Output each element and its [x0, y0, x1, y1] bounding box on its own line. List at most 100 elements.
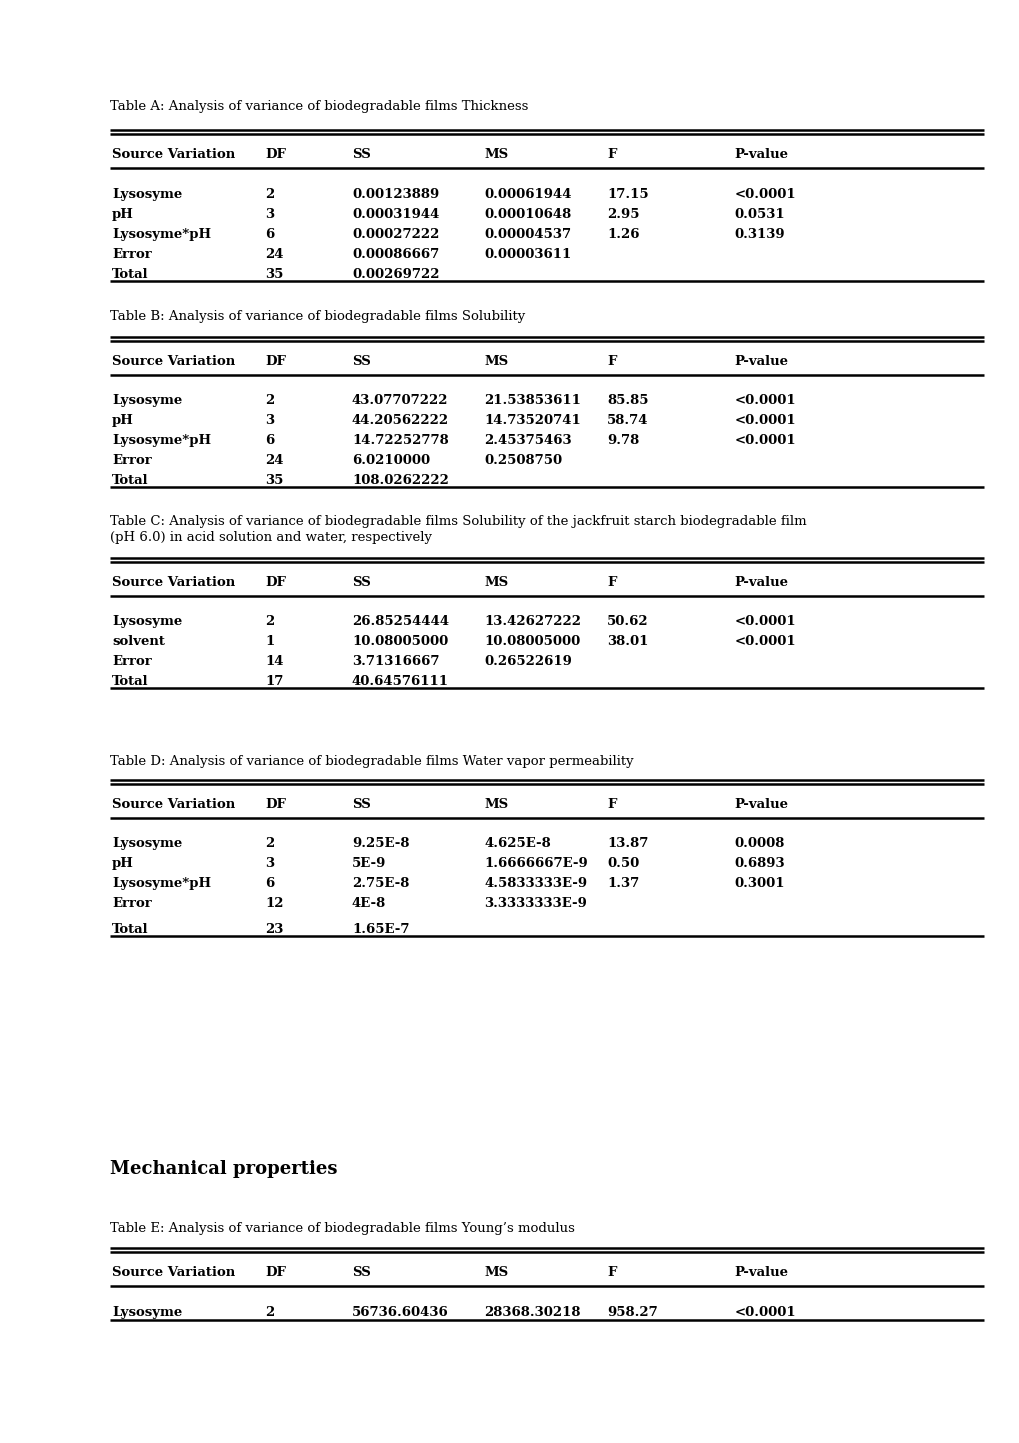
Text: <0.0001: <0.0001 [734, 1306, 795, 1319]
Text: 0.00269722: 0.00269722 [352, 268, 439, 281]
Text: Total: Total [112, 675, 149, 688]
Text: pH: pH [112, 414, 133, 427]
Text: 0.00123889: 0.00123889 [352, 188, 439, 201]
Text: 0.0008: 0.0008 [734, 837, 784, 850]
Text: <0.0001: <0.0001 [734, 635, 795, 648]
Text: Table D: Analysis of variance of biodegradable films Water vapor permeability: Table D: Analysis of variance of biodegr… [110, 755, 633, 768]
Text: 21.53853611: 21.53853611 [484, 394, 581, 407]
Text: <0.0001: <0.0001 [734, 615, 795, 628]
Text: 2: 2 [265, 837, 274, 850]
Text: 14: 14 [265, 655, 283, 668]
Text: <0.0001: <0.0001 [734, 414, 795, 427]
Text: 1: 1 [265, 635, 274, 648]
Text: 4.625E-8: 4.625E-8 [484, 837, 550, 850]
Text: 43.07707222: 43.07707222 [352, 394, 448, 407]
Text: SS: SS [352, 1266, 370, 1278]
Text: 2: 2 [265, 188, 274, 201]
Text: 3.71316667: 3.71316667 [352, 655, 439, 668]
Text: 0.00031944: 0.00031944 [352, 208, 439, 221]
Text: P-value: P-value [734, 1266, 788, 1278]
Text: P-value: P-value [734, 149, 788, 162]
Text: 40.64576111: 40.64576111 [352, 675, 448, 688]
Text: 24: 24 [265, 455, 283, 468]
Text: 0.00086667: 0.00086667 [352, 248, 439, 261]
Text: Error: Error [112, 655, 152, 668]
Text: 50.62: 50.62 [606, 615, 648, 628]
Text: Source Variation: Source Variation [112, 798, 235, 811]
Text: P-value: P-value [734, 355, 788, 368]
Text: 58.74: 58.74 [606, 414, 648, 427]
Text: 3: 3 [265, 208, 274, 221]
Text: 0.0531: 0.0531 [734, 208, 785, 221]
Text: 1.65E-7: 1.65E-7 [352, 924, 409, 937]
Text: 3: 3 [265, 857, 274, 870]
Text: Lysosyme: Lysosyme [112, 188, 182, 201]
Text: 2.45375463: 2.45375463 [484, 434, 572, 447]
Text: 17: 17 [265, 675, 283, 688]
Text: Source Variation: Source Variation [112, 149, 235, 162]
Text: solvent: solvent [112, 635, 165, 648]
Text: 0.00061944: 0.00061944 [484, 188, 572, 201]
Text: 0.6893: 0.6893 [734, 857, 785, 870]
Text: 5E-9: 5E-9 [352, 857, 386, 870]
Text: 1.6666667E-9: 1.6666667E-9 [484, 857, 588, 870]
Text: 2: 2 [265, 394, 274, 407]
Text: DF: DF [265, 576, 285, 589]
Text: 35: 35 [265, 473, 283, 486]
Text: 17.15: 17.15 [606, 188, 648, 201]
Text: SS: SS [352, 355, 370, 368]
Text: P-value: P-value [734, 576, 788, 589]
Text: 13.87: 13.87 [606, 837, 648, 850]
Text: F: F [606, 798, 615, 811]
Text: 3: 3 [265, 414, 274, 427]
Text: Source Variation: Source Variation [112, 355, 235, 368]
Text: Total: Total [112, 924, 149, 937]
Text: 26.85254444: 26.85254444 [352, 615, 448, 628]
Text: MS: MS [484, 149, 508, 162]
Text: 35: 35 [265, 268, 283, 281]
Text: Lysosyme: Lysosyme [112, 394, 182, 407]
Text: (pH 6.0) in acid solution and water, respectively: (pH 6.0) in acid solution and water, res… [110, 531, 432, 544]
Text: 0.3001: 0.3001 [734, 877, 785, 890]
Text: 108.0262222: 108.0262222 [352, 473, 448, 486]
Text: Table A: Analysis of variance of biodegradable films Thickness: Table A: Analysis of variance of biodegr… [110, 100, 528, 113]
Text: 0.00004537: 0.00004537 [484, 228, 571, 241]
Text: 13.42627222: 13.42627222 [484, 615, 581, 628]
Text: MS: MS [484, 1266, 508, 1278]
Text: 2.95: 2.95 [606, 208, 639, 221]
Text: 9.78: 9.78 [606, 434, 639, 447]
Text: F: F [606, 1266, 615, 1278]
Text: SS: SS [352, 798, 370, 811]
Text: <0.0001: <0.0001 [734, 434, 795, 447]
Text: 958.27: 958.27 [606, 1306, 657, 1319]
Text: pH: pH [112, 208, 133, 221]
Text: 0.00010648: 0.00010648 [484, 208, 572, 221]
Text: Lysosyme*pH: Lysosyme*pH [112, 877, 211, 890]
Text: 28368.30218: 28368.30218 [484, 1306, 581, 1319]
Text: 9.25E-8: 9.25E-8 [352, 837, 409, 850]
Text: 6: 6 [265, 434, 274, 447]
Text: DF: DF [265, 355, 285, 368]
Text: 6: 6 [265, 877, 274, 890]
Text: Table B: Analysis of variance of biodegradable films Solubility: Table B: Analysis of variance of biodegr… [110, 310, 525, 323]
Text: 38.01: 38.01 [606, 635, 648, 648]
Text: 24: 24 [265, 248, 283, 261]
Text: 0.26522619: 0.26522619 [484, 655, 572, 668]
Text: 0.2508750: 0.2508750 [484, 455, 562, 468]
Text: 3.3333333E-9: 3.3333333E-9 [484, 898, 587, 911]
Text: MS: MS [484, 355, 508, 368]
Text: Table C: Analysis of variance of biodegradable films Solubility of the jackfruit: Table C: Analysis of variance of biodegr… [110, 515, 806, 528]
Text: SS: SS [352, 576, 370, 589]
Text: Lysosyme: Lysosyme [112, 615, 182, 628]
Text: 14.73520741: 14.73520741 [484, 414, 581, 427]
Text: Table E: Analysis of variance of biodegradable films Young’s modulus: Table E: Analysis of variance of biodegr… [110, 1222, 575, 1235]
Text: 10.08005000: 10.08005000 [352, 635, 447, 648]
Text: MS: MS [484, 798, 508, 811]
Text: Total: Total [112, 268, 149, 281]
Text: F: F [606, 355, 615, 368]
Text: Lysosyme*pH: Lysosyme*pH [112, 228, 211, 241]
Text: 0.50: 0.50 [606, 857, 639, 870]
Text: DF: DF [265, 149, 285, 162]
Text: Lysosyme: Lysosyme [112, 837, 182, 850]
Text: MS: MS [484, 576, 508, 589]
